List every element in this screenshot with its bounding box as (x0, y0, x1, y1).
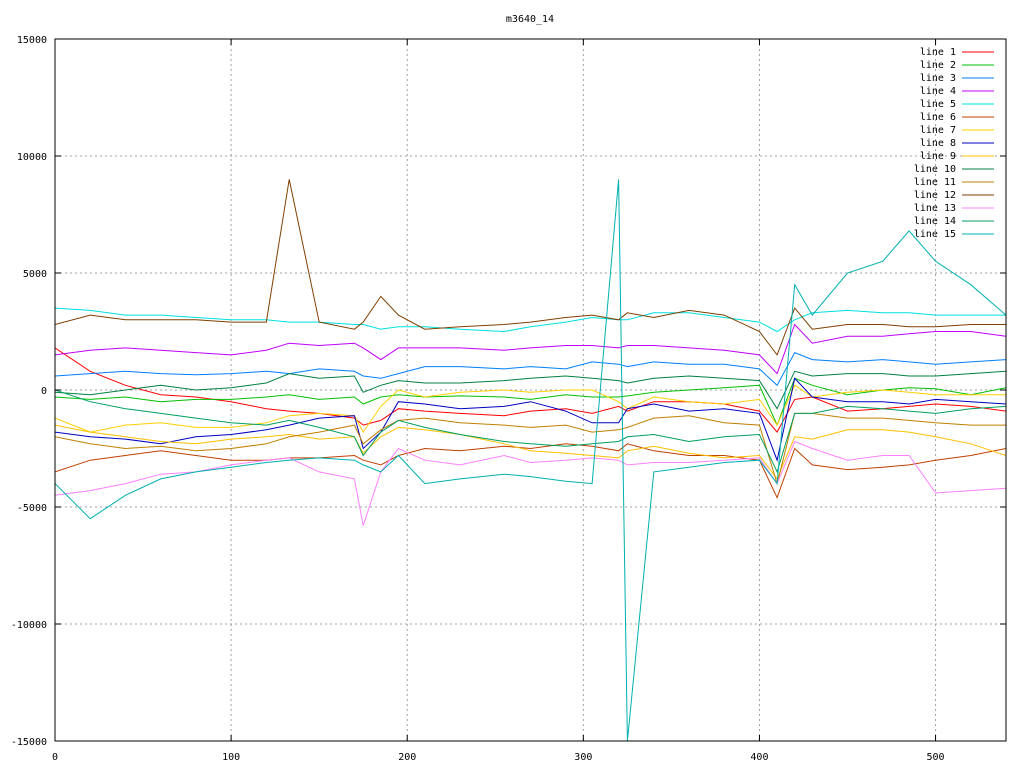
series-line-7 (55, 384, 1006, 434)
x-tick-label: 300 (574, 752, 592, 763)
legend-label: line 6 (920, 112, 956, 123)
series-line-6 (55, 443, 1006, 499)
series-line-13 (55, 440, 1006, 526)
legend-label: line 12 (914, 190, 956, 201)
series-line-2 (55, 377, 1006, 427)
series-line-5 (55, 307, 1006, 333)
legend-label: line 5 (920, 99, 956, 110)
x-tick-label: 200 (398, 752, 416, 763)
y-tick-label: 0 (41, 386, 47, 397)
legend-label: line 15 (914, 229, 956, 240)
legend-label: line 4 (920, 86, 956, 97)
x-tick-label: 500 (927, 752, 945, 763)
series-line-12 (55, 179, 1006, 356)
legend-label: line 14 (914, 216, 956, 227)
x-tick-label: 400 (750, 752, 768, 763)
series-line-8 (55, 377, 1006, 462)
y-tick-label: 15000 (17, 35, 47, 46)
x-tick-label: 100 (222, 752, 240, 763)
series-line-10 (55, 370, 1006, 410)
legend-label: line 9 (920, 151, 956, 162)
chart-title: m3640_14 (506, 14, 554, 25)
legend-label: line 7 (920, 125, 956, 136)
y-tick-label: 5000 (23, 269, 47, 280)
series-line-3 (55, 351, 1006, 387)
legend-label: line 13 (914, 203, 956, 214)
series-line-9 (55, 424, 1006, 480)
grid-layer (55, 39, 1006, 741)
y-tick-label: -15000 (11, 737, 47, 748)
series-line-4 (55, 323, 1006, 375)
series-line-15 (55, 179, 1006, 741)
legend-label: line 10 (914, 164, 956, 175)
y-tick-label: -5000 (17, 503, 47, 514)
tick-layer: 0 100 200 300 400 500 -15000 -10000 -5000 0 5000 10… (11, 35, 1006, 763)
legend: line 1 line 2 line 3 line 4 line 5 line 6 line… (914, 47, 994, 240)
series-line-14 (55, 389, 1006, 474)
y-tick-label: -10000 (11, 620, 47, 631)
x-tick-label: 0 (52, 752, 58, 763)
series-layer (55, 179, 1006, 741)
legend-label: line 3 (920, 73, 956, 84)
legend-label: line 1 (920, 47, 956, 58)
series-line-1 (55, 347, 1006, 433)
legend-label: line 8 (920, 138, 956, 149)
legend-label: line 2 (920, 60, 956, 71)
legend-label: line 11 (914, 177, 956, 188)
y-tick-label: 10000 (17, 152, 47, 163)
series-line-11 (55, 412, 1006, 486)
